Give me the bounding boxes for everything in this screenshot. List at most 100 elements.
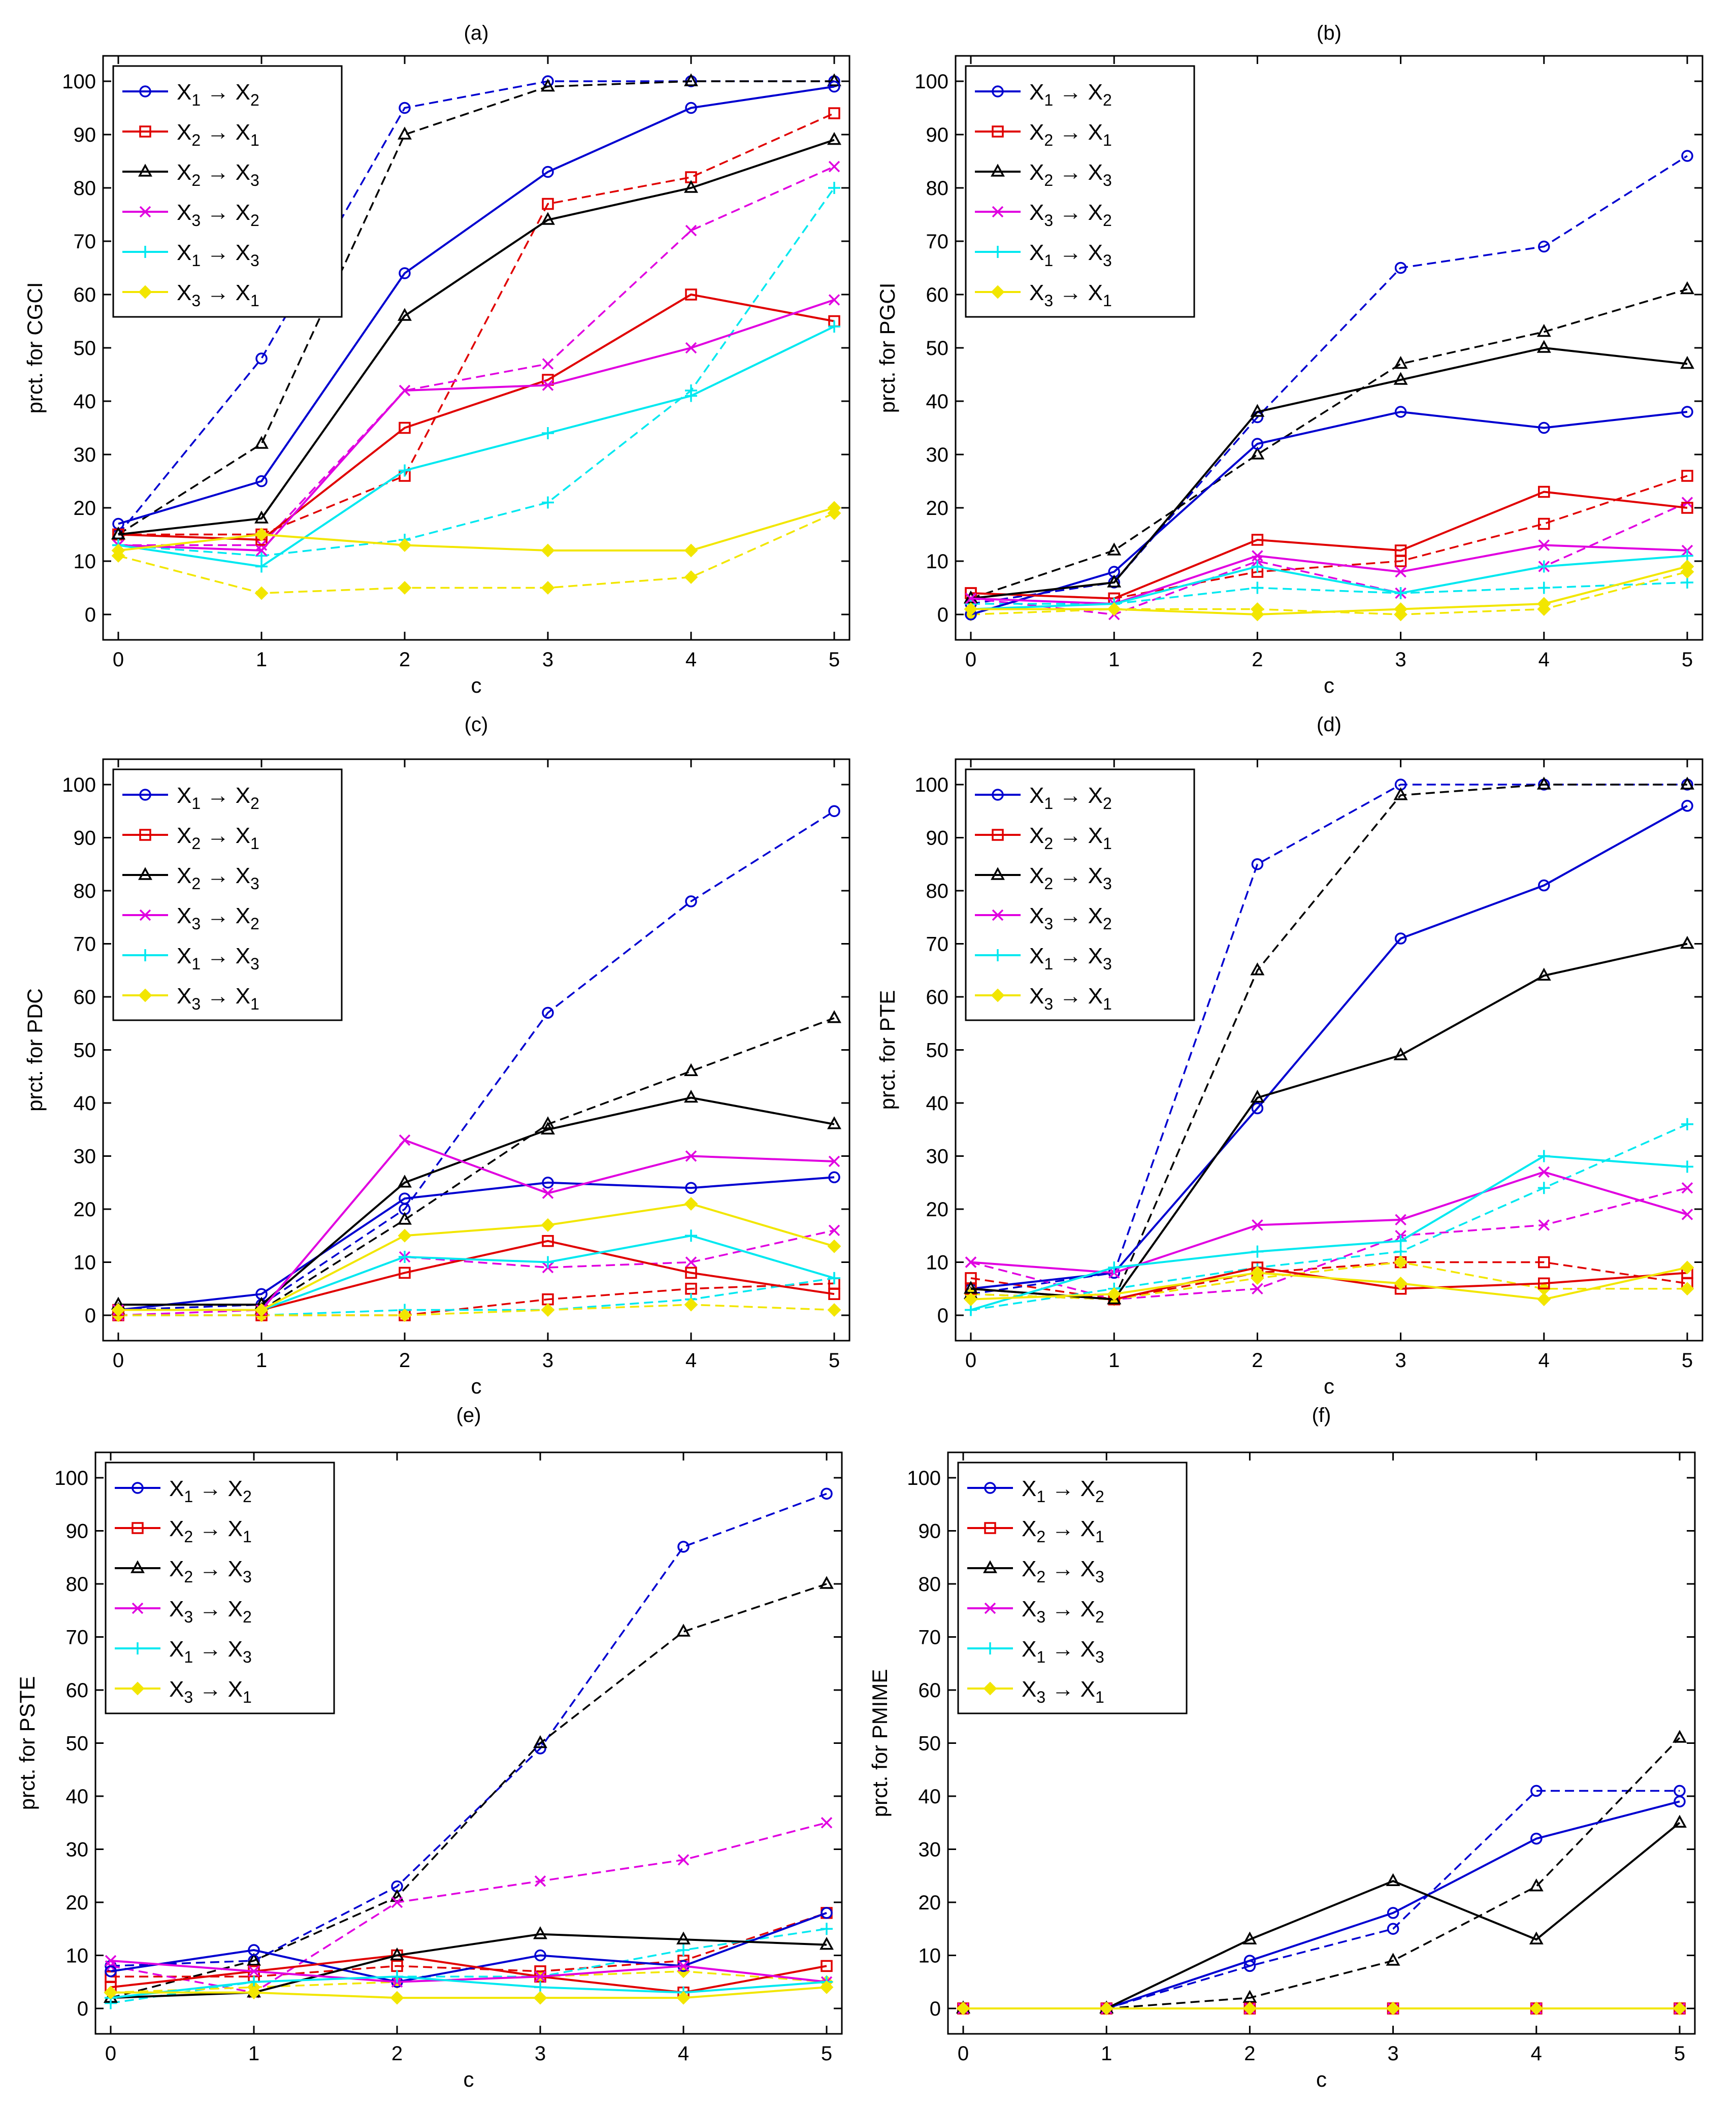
- data-point: [533, 1926, 547, 1939]
- legend-marker: [992, 789, 1004, 801]
- data-point: [828, 80, 840, 93]
- legend-marker: [983, 1681, 997, 1696]
- legend-label: X2 → X3: [177, 160, 259, 189]
- legend-entry: X2 → X1: [115, 1516, 252, 1546]
- data-point: [821, 1923, 833, 1935]
- series-line: [970, 410, 1688, 615]
- data-point: [105, 1965, 117, 1977]
- y-tick-label: 10: [926, 550, 949, 573]
- data-point: [542, 198, 554, 210]
- legend-entry: X1 → X3: [975, 944, 1112, 973]
- y-tick-label: 80: [926, 177, 949, 200]
- series-x3-x1-solid: [111, 1197, 841, 1317]
- data-point: [104, 1986, 118, 2000]
- data-point: [1251, 560, 1264, 573]
- data-point: [391, 1896, 403, 1908]
- legend-label: X1 → X3: [1022, 1637, 1104, 1666]
- data-point: [1536, 967, 1551, 981]
- data-point: [685, 895, 697, 907]
- legend-label: X3 → X1: [1029, 984, 1112, 1013]
- data-point: [254, 436, 269, 449]
- data-point: [1538, 517, 1550, 530]
- data-point: [1107, 602, 1121, 616]
- data-point: [828, 1171, 840, 1184]
- series-line: [118, 1017, 835, 1311]
- data-point: [398, 538, 412, 552]
- data-point: [1681, 406, 1693, 418]
- data-point: [820, 1576, 834, 1589]
- y-tick-label: 40: [919, 1786, 941, 1808]
- data-point: [1108, 1261, 1121, 1274]
- x-tick-label: 4: [678, 2042, 689, 2065]
- series-line: [970, 943, 1688, 1301]
- legend-label: X3 → X2: [169, 1597, 252, 1626]
- data-point: [541, 1218, 555, 1232]
- data-point: [399, 1267, 411, 1279]
- legend-label: X3 → X2: [1022, 1597, 1104, 1626]
- data-point: [399, 1134, 411, 1146]
- data-point: [828, 1224, 840, 1237]
- y-tick-label: 100: [914, 71, 948, 93]
- y-tick-label: 80: [926, 880, 949, 902]
- data-point: [398, 1212, 412, 1225]
- data-point: [534, 1949, 546, 1962]
- data-point: [685, 288, 697, 301]
- series-line: [118, 1139, 835, 1311]
- series-x3-x1-solid: [964, 1260, 1694, 1307]
- panel-title: (c): [465, 713, 488, 736]
- x-axis-label: c: [1316, 2067, 1327, 2091]
- y-tick-label: 20: [66, 1892, 89, 1914]
- data-point: [255, 475, 268, 488]
- data-point: [1673, 1730, 1687, 1743]
- series-x2-x3-dashed: [956, 1730, 1687, 2014]
- legend-entry: X1 → X2: [122, 783, 259, 813]
- x-tick-label: 0: [105, 2042, 116, 2065]
- series-line: [110, 1912, 827, 1983]
- data-point: [541, 1303, 555, 1317]
- series-x2-x3-dashed: [964, 281, 1694, 604]
- data-point: [821, 1907, 833, 1919]
- x-tick-label: 3: [542, 1349, 553, 1372]
- series-x3-x1-solid: [104, 1980, 834, 2005]
- data-point: [827, 73, 841, 86]
- legend-entry: X2 → X1: [975, 823, 1112, 853]
- data-point: [533, 1735, 547, 1748]
- panel-5: (e) 0 10 20 30 40 50 60 70 80 90 100 0 1 2 3 4 5 c prct. fo…: [15, 1404, 843, 2091]
- series-x1-x3-solid: [965, 549, 1693, 615]
- panel-6: (f) 0 10 20 30 40 50 60 70 80 90 100 0 1 2 3 4 5 c prct. fo…: [868, 1404, 1696, 2091]
- data-point: [684, 1197, 698, 1211]
- data-point: [1387, 1923, 1399, 1935]
- data-point: [1393, 372, 1408, 385]
- data-point: [254, 586, 269, 600]
- legend-marker: [139, 246, 151, 258]
- legend-marker: [984, 1642, 996, 1654]
- legend-entry: X3 → X1: [115, 1677, 252, 1706]
- data-point: [398, 1308, 412, 1322]
- series-x1-x2-solid: [957, 1795, 1686, 2015]
- legend-label: X1 → X3: [177, 944, 259, 973]
- data-point: [828, 160, 840, 173]
- data-point: [1394, 406, 1407, 418]
- data-point: [1536, 323, 1551, 337]
- series-line: [118, 1203, 835, 1311]
- data-point: [399, 1251, 411, 1263]
- data-point: [1529, 1931, 1544, 1944]
- y-tick-label: 90: [74, 124, 96, 146]
- data-point: [1107, 542, 1122, 556]
- legend-marker: [139, 85, 151, 98]
- x-tick-label: 5: [1674, 2042, 1685, 2065]
- series-line: [118, 85, 835, 525]
- series-line: [118, 299, 835, 552]
- y-tick-label: 100: [62, 774, 96, 796]
- legend-label: X1 → X2: [1029, 80, 1112, 109]
- legend-marker: [984, 1482, 996, 1494]
- legend-marker: [991, 285, 1005, 299]
- data-point: [1250, 1266, 1264, 1280]
- legend-box: [965, 768, 1195, 1021]
- data-point: [1537, 1292, 1551, 1307]
- data-point: [684, 570, 698, 584]
- legend: X1 → X2 X2 → X1 X2 → X3 X3 → X2 X1 → X3 X3 → …: [112, 768, 343, 1021]
- data-point: [1538, 240, 1550, 253]
- series-line: [118, 1096, 835, 1306]
- data-point: [821, 1960, 833, 1972]
